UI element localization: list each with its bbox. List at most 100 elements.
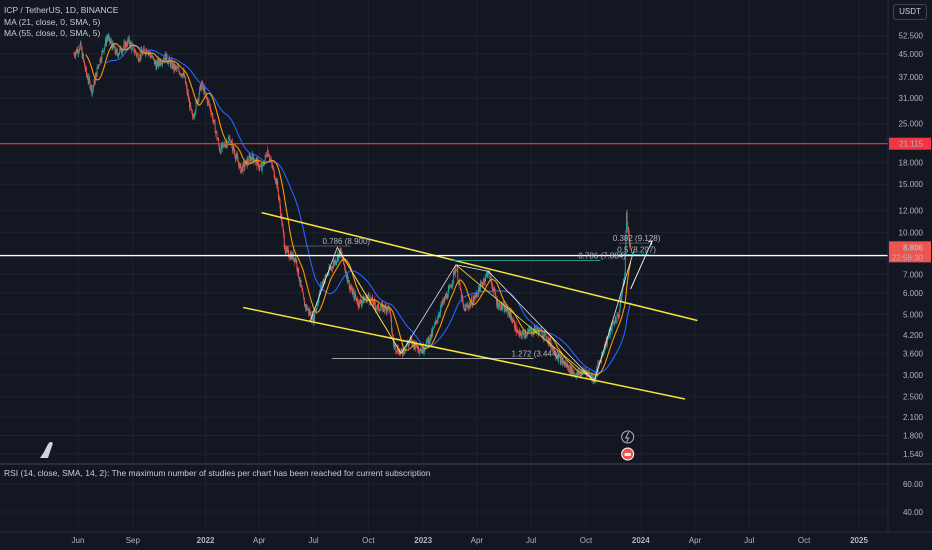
candle-body [422,345,424,352]
candle-body [125,42,127,49]
candle-body [215,131,217,133]
candle-body [522,330,524,334]
candle-body [165,54,167,62]
candle-body [363,299,365,303]
candle-body [147,51,149,54]
candle-body [99,64,100,66]
candle-body [577,371,579,375]
candle-body [125,42,127,46]
candle-body [434,322,436,324]
candle-body [367,296,369,298]
candle-body [503,304,505,312]
candle-body [471,298,472,303]
candle-body [172,63,174,69]
candle-body [341,252,342,255]
candle-body [150,56,152,58]
candle-body [541,330,543,337]
candle-body [160,60,162,65]
candle-body [212,114,214,121]
candle-body [396,351,398,352]
candle-body [248,162,249,163]
candle-body [162,61,164,64]
candle-body [190,103,192,108]
candle-body [476,293,478,296]
candle-body [335,260,337,264]
candle-body [382,303,384,311]
candle-body [142,51,144,55]
candle-body [558,355,560,356]
candle-body [107,36,109,39]
candle-body [73,54,75,55]
symbol-title: ICP / TetherUS, 1D, BINANCE [4,5,119,15]
price-tick-label: 4.200 [903,331,924,340]
candle-body [420,350,422,352]
candle-body [395,344,397,351]
candle-body [161,63,162,65]
candle-body [85,67,87,75]
candle-body [454,270,456,274]
candle-body [124,42,126,49]
candle-body [329,268,331,270]
candle-body [92,88,94,92]
candle-body [453,270,455,272]
candle-body [618,311,620,318]
candle-body [348,280,350,289]
candle-body [543,335,545,338]
candle-body [611,322,613,331]
candle-body [350,286,351,289]
candle-body [437,319,438,322]
candle-body [126,45,128,47]
candle-body [343,258,345,265]
candle-body [562,360,564,364]
candle-body [534,326,536,330]
time-tick-label: 2023 [414,536,432,545]
candle-body [629,237,630,246]
candle-body [395,350,397,352]
candle-body [265,155,267,156]
candle-body [416,346,418,349]
candle-body [84,61,86,67]
candle-body [76,49,78,53]
candle-body [274,179,276,182]
candle-body [555,355,557,357]
candle-body [598,362,600,365]
candle-body [187,92,189,94]
time-tick-label: Oct [798,536,811,545]
candle-body [184,76,186,84]
candle-body [187,92,189,99]
candle-body [249,156,251,162]
candle-body [259,165,261,167]
candle-body [360,300,362,303]
candle-body [398,350,400,355]
candle-body [79,42,81,46]
candle-body [301,285,303,288]
candle-body [200,84,202,90]
candle-body [129,43,131,47]
candle-body [583,370,585,373]
candle-body [268,156,270,160]
candle-body [509,311,511,318]
candle-body [308,310,310,314]
candle-body [511,320,513,322]
candle-body [564,360,565,365]
candle-body [348,280,350,283]
candle-body [345,271,347,273]
candle-body [311,314,313,321]
candle-body [558,355,559,361]
candle-body [80,42,82,49]
candle-body [422,345,424,353]
candle-body [581,372,583,376]
candle-body [592,376,594,381]
candle-body [556,357,558,358]
candle-body [168,57,170,61]
candle-body [381,304,382,308]
candle-body [101,50,103,52]
candle-body [262,163,264,165]
candle-body [97,67,99,69]
candle-body [390,314,392,320]
candle-body [321,283,323,288]
currency-button[interactable]: USDT [893,4,927,20]
candle-body [443,297,445,301]
candle-body [530,329,531,332]
